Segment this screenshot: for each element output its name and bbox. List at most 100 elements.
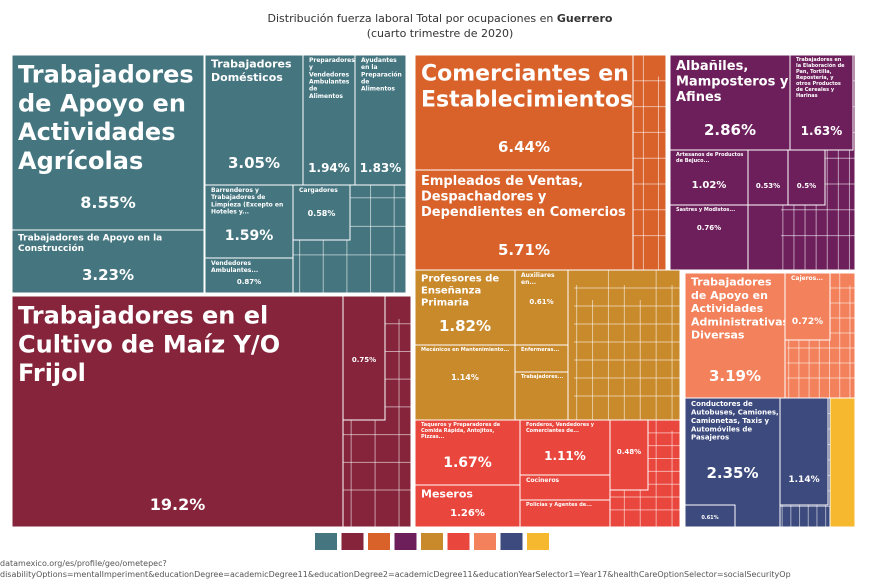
tile-value: 0.58% bbox=[308, 209, 336, 218]
tile bbox=[829, 397, 856, 528]
tile bbox=[747, 149, 789, 206]
tile-value: 0.87% bbox=[237, 278, 261, 286]
tile bbox=[789, 54, 854, 151]
tile-label: Barrenderos y Trabajadores de Limpieza (… bbox=[211, 187, 285, 216]
tile-value: 1.94% bbox=[308, 161, 350, 175]
tile bbox=[519, 419, 611, 476]
tile-label: Mecánicos en Mantenimiento... bbox=[421, 346, 509, 353]
tile-value: 1.63% bbox=[801, 124, 843, 138]
tile-label: Comerciantes en Establecimientos bbox=[421, 61, 636, 112]
tile-value: 0.76% bbox=[697, 224, 721, 232]
tile-label: Trabajadores de Apoyo en la Construcción bbox=[18, 233, 165, 254]
tile-label: Fonderos, Vendedores y Comerciantes de..… bbox=[526, 422, 596, 434]
tile bbox=[302, 54, 356, 186]
tile-label: Enfermeras... bbox=[521, 347, 559, 353]
tile bbox=[684, 272, 786, 399]
tile bbox=[684, 504, 736, 528]
source-url: datamexico.org/es/profile/geo/ometepec? bbox=[0, 559, 167, 568]
chart-title: Distribución fuerza laboral Total por oc… bbox=[268, 12, 554, 25]
tile-label: Cargadores bbox=[299, 187, 338, 194]
tile-label: Cajeros... bbox=[791, 275, 823, 282]
tile-label: Auxiliares en... bbox=[521, 272, 557, 286]
tile-label: Cocineros bbox=[526, 477, 560, 484]
source-query: disabilityOptions=mentalImperiment&educa… bbox=[0, 570, 791, 579]
tile bbox=[669, 204, 749, 271]
tile-value: 3.05% bbox=[228, 154, 280, 172]
tile-label: Trabajadores... bbox=[521, 374, 563, 380]
tile-value: 0.61% bbox=[529, 298, 553, 306]
tile bbox=[354, 54, 407, 186]
tile-value: 2.86% bbox=[704, 121, 756, 139]
legend-swatch bbox=[447, 533, 470, 550]
tile-label: Ayudantes en la Preparación de Alimentos bbox=[361, 57, 404, 93]
tile-label: Conductores de Autobuses, Camiones, Cami… bbox=[691, 400, 781, 442]
chart-title-emphasis: Guerrero bbox=[557, 12, 613, 25]
tile bbox=[779, 397, 829, 506]
tile bbox=[787, 149, 826, 206]
tile-value: 0.61% bbox=[701, 515, 718, 521]
tile bbox=[414, 169, 634, 271]
tile bbox=[669, 149, 749, 206]
tile bbox=[609, 419, 649, 491]
tile-label: Trabajadores en la Elaboración de Pan, T… bbox=[796, 57, 846, 99]
tile bbox=[514, 371, 569, 421]
tile-value: 1.02% bbox=[692, 180, 727, 191]
tile-value: 0.53% bbox=[756, 182, 780, 190]
tile-value: 3.19% bbox=[709, 367, 761, 385]
legend-swatch bbox=[368, 533, 390, 550]
tile-value: 1.11% bbox=[544, 449, 586, 463]
tile-value: 1.14% bbox=[451, 373, 479, 382]
tile bbox=[669, 54, 791, 151]
legend-swatch bbox=[474, 533, 496, 550]
tile-value: 0.48% bbox=[617, 448, 641, 456]
tile-value: 19.2% bbox=[150, 495, 206, 514]
tile bbox=[519, 499, 611, 528]
tile-label: Trabajadores de Apoyo en Actividades Agr… bbox=[18, 61, 202, 175]
tile-label: Preparadores y Vendedores Ambulantes de … bbox=[309, 57, 357, 100]
tile-label: Profesores de Enseñanza Primaria bbox=[421, 274, 503, 309]
tile bbox=[514, 269, 569, 346]
legend-swatch bbox=[527, 533, 549, 550]
tile-value: 2.35% bbox=[706, 464, 758, 482]
tile-label: Taqueros y Preparadores de Comida Rápida… bbox=[421, 422, 502, 440]
chart-title-line: Distribución fuerza laboral Total por oc… bbox=[268, 12, 613, 25]
legend-swatch bbox=[421, 533, 443, 550]
legend-swatch bbox=[500, 533, 523, 550]
tile bbox=[11, 229, 205, 294]
tile bbox=[414, 54, 634, 171]
tile-value: 3.23% bbox=[82, 266, 134, 284]
tile bbox=[414, 419, 521, 486]
tile bbox=[784, 272, 831, 341]
tile-label: Vendedores Ambulantes... bbox=[211, 260, 258, 274]
tile-label: Artesanos de Productos de Bejuco... bbox=[676, 152, 745, 164]
tile-value: 8.55% bbox=[80, 193, 136, 212]
tile-label: Policías y Agentes de... bbox=[526, 501, 592, 508]
tile bbox=[204, 184, 294, 259]
tile bbox=[414, 344, 516, 421]
tile-value: 1.59% bbox=[225, 228, 274, 244]
tile-label: Trabajadores Domésticos bbox=[211, 58, 295, 84]
tile-value: 0.5% bbox=[797, 182, 816, 190]
legend-swatch bbox=[341, 533, 364, 550]
tile-value: 5.71% bbox=[498, 241, 550, 259]
tile-value: 1.67% bbox=[443, 455, 492, 471]
tile-label: Albañiles, Mamposteros y Afines bbox=[676, 59, 793, 105]
tile-label: Empleados de Ventas, Despachadores y Dep… bbox=[421, 174, 626, 220]
tile-label: Trabajadores de Apoyo en Actividades Adm… bbox=[691, 276, 793, 342]
legend-swatch bbox=[394, 533, 417, 550]
tile bbox=[414, 269, 516, 346]
tile-value: 0.72% bbox=[792, 317, 823, 327]
tile bbox=[342, 295, 386, 421]
tile bbox=[11, 295, 344, 528]
tile-value: 1.14% bbox=[788, 475, 819, 485]
tile bbox=[292, 184, 351, 241]
tile bbox=[204, 257, 294, 294]
tile-value: 1.26% bbox=[450, 508, 485, 519]
tile-label: Trabajadores en el Cultivo de Maíz Y/O F… bbox=[18, 302, 288, 388]
tiles: Trabajadores de Apoyo en Actividades Agr… bbox=[11, 54, 856, 528]
tile-label: Meseros bbox=[421, 488, 473, 501]
tile-value: 6.44% bbox=[498, 138, 550, 156]
legend-swatch bbox=[315, 533, 337, 550]
